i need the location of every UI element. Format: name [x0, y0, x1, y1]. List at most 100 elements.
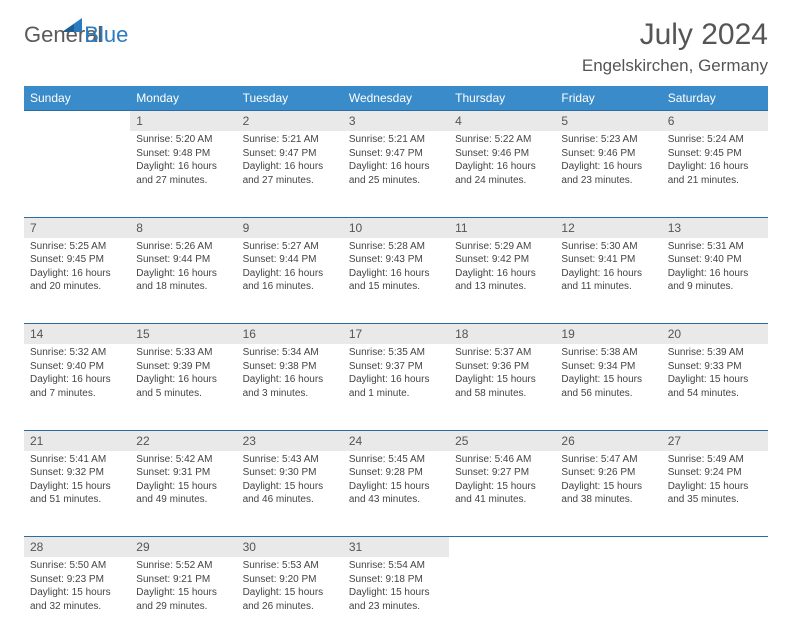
day-cell: Sunrise: 5:37 AMSunset: 9:36 PMDaylight:… — [449, 344, 555, 406]
day-number: 17 — [343, 324, 449, 345]
daylight-line: Daylight: 16 hours and 20 minutes. — [30, 267, 124, 294]
day-content-row: Sunrise: 5:32 AMSunset: 9:40 PMDaylight:… — [24, 344, 768, 430]
empty-day-cell — [555, 557, 661, 643]
day-content-cell: Sunrise: 5:46 AMSunset: 9:27 PMDaylight:… — [449, 451, 555, 537]
brand-logo: General Blue — [24, 18, 128, 51]
day-number: 12 — [555, 217, 661, 238]
sunset-line: Sunset: 9:20 PM — [243, 573, 337, 587]
day-number-row: 78910111213 — [24, 217, 768, 238]
day-cell: Sunrise: 5:22 AMSunset: 9:46 PMDaylight:… — [449, 131, 555, 193]
sunset-line: Sunset: 9:45 PM — [30, 253, 124, 267]
day-cell: Sunrise: 5:52 AMSunset: 9:21 PMDaylight:… — [130, 557, 236, 619]
sunset-line: Sunset: 9:32 PM — [30, 466, 124, 480]
sunrise-line: Sunrise: 5:25 AM — [30, 240, 124, 254]
day-cell: Sunrise: 5:49 AMSunset: 9:24 PMDaylight:… — [662, 451, 768, 513]
sunrise-line: Sunrise: 5:41 AM — [30, 453, 124, 467]
sunset-line: Sunset: 9:33 PM — [668, 360, 762, 374]
daylight-line: Daylight: 16 hours and 5 minutes. — [136, 373, 230, 400]
sunrise-line: Sunrise: 5:47 AM — [561, 453, 655, 467]
sunrise-line: Sunrise: 5:23 AM — [561, 133, 655, 147]
day-content-cell: Sunrise: 5:53 AMSunset: 9:20 PMDaylight:… — [237, 557, 343, 643]
daylight-line: Daylight: 15 hours and 29 minutes. — [136, 586, 230, 613]
sunset-line: Sunset: 9:26 PM — [561, 466, 655, 480]
sunset-line: Sunset: 9:34 PM — [561, 360, 655, 374]
weekday-header: Monday — [130, 86, 236, 111]
day-content-cell: Sunrise: 5:47 AMSunset: 9:26 PMDaylight:… — [555, 451, 661, 537]
day-cell: Sunrise: 5:50 AMSunset: 9:23 PMDaylight:… — [24, 557, 130, 619]
day-number: 11 — [449, 217, 555, 238]
sunset-line: Sunset: 9:38 PM — [243, 360, 337, 374]
day-content-cell: Sunrise: 5:23 AMSunset: 9:46 PMDaylight:… — [555, 131, 661, 217]
sunset-line: Sunset: 9:46 PM — [561, 147, 655, 161]
weekday-header: Tuesday — [237, 86, 343, 111]
sunrise-line: Sunrise: 5:20 AM — [136, 133, 230, 147]
day-content-cell: Sunrise: 5:21 AMSunset: 9:47 PMDaylight:… — [343, 131, 449, 217]
day-number: 25 — [449, 430, 555, 451]
day-cell: Sunrise: 5:24 AMSunset: 9:45 PMDaylight:… — [662, 131, 768, 193]
day-content-cell: Sunrise: 5:33 AMSunset: 9:39 PMDaylight:… — [130, 344, 236, 430]
day-number-row: 28293031 — [24, 537, 768, 558]
daylight-line: Daylight: 15 hours and 56 minutes. — [561, 373, 655, 400]
sunrise-line: Sunrise: 5:35 AM — [349, 346, 443, 360]
sunset-line: Sunset: 9:37 PM — [349, 360, 443, 374]
location-label: Engelskirchen, Germany — [582, 56, 768, 76]
day-content-row: Sunrise: 5:20 AMSunset: 9:48 PMDaylight:… — [24, 131, 768, 217]
day-content-row: Sunrise: 5:50 AMSunset: 9:23 PMDaylight:… — [24, 557, 768, 643]
day-number: 23 — [237, 430, 343, 451]
empty-day-number — [24, 111, 130, 132]
sunset-line: Sunset: 9:47 PM — [349, 147, 443, 161]
brand-part2: Blue — [84, 22, 128, 48]
daylight-line: Daylight: 16 hours and 1 minute. — [349, 373, 443, 400]
sunset-line: Sunset: 9:21 PM — [136, 573, 230, 587]
daylight-line: Daylight: 16 hours and 18 minutes. — [136, 267, 230, 294]
daylight-line: Daylight: 15 hours and 51 minutes. — [30, 480, 124, 507]
day-content-cell: Sunrise: 5:37 AMSunset: 9:36 PMDaylight:… — [449, 344, 555, 430]
day-number: 30 — [237, 537, 343, 558]
sunset-line: Sunset: 9:27 PM — [455, 466, 549, 480]
day-cell: Sunrise: 5:29 AMSunset: 9:42 PMDaylight:… — [449, 238, 555, 300]
sunrise-line: Sunrise: 5:22 AM — [455, 133, 549, 147]
daylight-line: Daylight: 15 hours and 49 minutes. — [136, 480, 230, 507]
sunset-line: Sunset: 9:47 PM — [243, 147, 337, 161]
day-cell: Sunrise: 5:34 AMSunset: 9:38 PMDaylight:… — [237, 344, 343, 406]
day-content-cell: Sunrise: 5:28 AMSunset: 9:43 PMDaylight:… — [343, 238, 449, 324]
weekday-header: Friday — [555, 86, 661, 111]
day-content-cell: Sunrise: 5:32 AMSunset: 9:40 PMDaylight:… — [24, 344, 130, 430]
sunrise-line: Sunrise: 5:45 AM — [349, 453, 443, 467]
day-number: 29 — [130, 537, 236, 558]
day-number: 22 — [130, 430, 236, 451]
day-cell: Sunrise: 5:38 AMSunset: 9:34 PMDaylight:… — [555, 344, 661, 406]
day-number: 24 — [343, 430, 449, 451]
sunset-line: Sunset: 9:40 PM — [30, 360, 124, 374]
day-number: 5 — [555, 111, 661, 132]
day-cell: Sunrise: 5:26 AMSunset: 9:44 PMDaylight:… — [130, 238, 236, 300]
day-content-cell: Sunrise: 5:39 AMSunset: 9:33 PMDaylight:… — [662, 344, 768, 430]
sunset-line: Sunset: 9:46 PM — [455, 147, 549, 161]
daylight-line: Daylight: 15 hours and 32 minutes. — [30, 586, 124, 613]
daylight-line: Daylight: 15 hours and 23 minutes. — [349, 586, 443, 613]
day-number: 2 — [237, 111, 343, 132]
sunrise-line: Sunrise: 5:26 AM — [136, 240, 230, 254]
day-cell: Sunrise: 5:54 AMSunset: 9:18 PMDaylight:… — [343, 557, 449, 619]
day-content-cell: Sunrise: 5:24 AMSunset: 9:45 PMDaylight:… — [662, 131, 768, 217]
day-content-cell: Sunrise: 5:20 AMSunset: 9:48 PMDaylight:… — [130, 131, 236, 217]
empty-day-cell — [449, 557, 555, 643]
daylight-line: Daylight: 16 hours and 7 minutes. — [30, 373, 124, 400]
day-content-cell: Sunrise: 5:31 AMSunset: 9:40 PMDaylight:… — [662, 238, 768, 324]
day-number: 6 — [662, 111, 768, 132]
day-number: 20 — [662, 324, 768, 345]
day-cell: Sunrise: 5:27 AMSunset: 9:44 PMDaylight:… — [237, 238, 343, 300]
daylight-line: Daylight: 16 hours and 24 minutes. — [455, 160, 549, 187]
day-number: 26 — [555, 430, 661, 451]
daylight-line: Daylight: 15 hours and 58 minutes. — [455, 373, 549, 400]
daylight-line: Daylight: 15 hours and 43 minutes. — [349, 480, 443, 507]
daylight-line: Daylight: 15 hours and 41 minutes. — [455, 480, 549, 507]
day-number: 1 — [130, 111, 236, 132]
day-cell: Sunrise: 5:45 AMSunset: 9:28 PMDaylight:… — [343, 451, 449, 513]
sunrise-line: Sunrise: 5:29 AM — [455, 240, 549, 254]
sunset-line: Sunset: 9:39 PM — [136, 360, 230, 374]
sunset-line: Sunset: 9:40 PM — [668, 253, 762, 267]
day-cell: Sunrise: 5:20 AMSunset: 9:48 PMDaylight:… — [130, 131, 236, 193]
day-content-cell: Sunrise: 5:54 AMSunset: 9:18 PMDaylight:… — [343, 557, 449, 643]
daylight-line: Daylight: 16 hours and 11 minutes. — [561, 267, 655, 294]
